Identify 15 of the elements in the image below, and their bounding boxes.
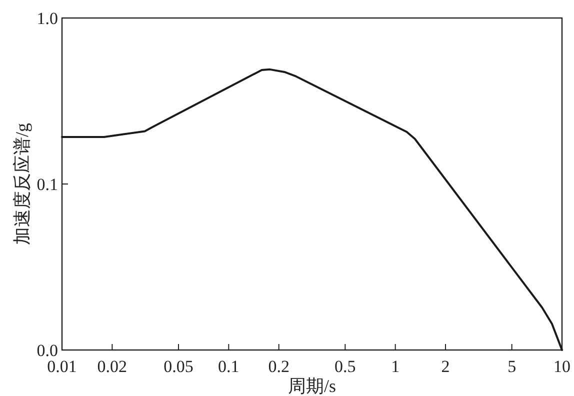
x-tick-label: 10 bbox=[554, 357, 570, 376]
y-tick-label: 0.1 bbox=[36, 175, 58, 194]
x-tick-label: 0.02 bbox=[97, 357, 128, 376]
x-tick-label: 0.01 bbox=[47, 357, 77, 376]
y-axis-title: 加速度反应谱/g bbox=[12, 122, 32, 246]
y-tick-label: 1.0 bbox=[36, 9, 58, 28]
x-tick-label: 5 bbox=[508, 357, 516, 376]
x-axis-title: 周期/s bbox=[288, 376, 336, 396]
x-tick-label: 0.1 bbox=[218, 357, 240, 376]
x-tick-label: 1 bbox=[391, 357, 400, 376]
x-tick-label: 2 bbox=[441, 357, 450, 376]
y-tick-label: 0.0 bbox=[36, 341, 58, 360]
x-tick-label: 0.2 bbox=[268, 357, 290, 376]
x-tick-label: 0.5 bbox=[334, 357, 356, 376]
x-tick-label: 0.05 bbox=[164, 357, 194, 376]
